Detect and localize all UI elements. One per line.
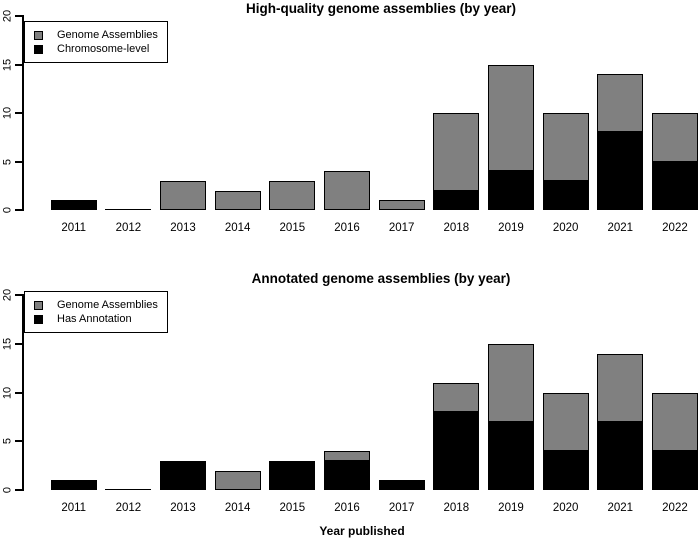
bar-segment-black: [487, 171, 534, 210]
x-axis-category-label: 2018: [443, 502, 470, 514]
bar-segment-black: [542, 180, 589, 210]
y-axis-tick: [15, 342, 22, 345]
bar-segment-black: [651, 161, 698, 210]
legend-label: Genome Assemblies: [57, 298, 158, 311]
gray-square-icon: [34, 30, 43, 40]
y-axis-line: [21, 294, 24, 491]
x-axis-category-label: 2015: [279, 222, 306, 234]
bar-segment-gray: [433, 382, 480, 412]
x-axis-category-label: 2018: [443, 222, 470, 234]
y-axis-tick: [15, 440, 22, 443]
x-axis-category-label: 2021: [607, 222, 634, 234]
x-axis-category-label: 2013: [170, 222, 196, 234]
x-axis-category-label: 2022: [662, 222, 688, 234]
x-axis-category-label: 2020: [552, 222, 579, 234]
bar-segment-gray: [651, 392, 698, 451]
y-axis-tick: [15, 391, 22, 394]
legend-row: Chromosome-level: [34, 42, 167, 56]
bar-segment-gray: [378, 200, 425, 210]
x-axis-category-label: 2019: [498, 502, 524, 514]
bar-segment-gray: [542, 113, 589, 181]
black-square-icon: [34, 314, 43, 324]
x-axis-category-label: 2014: [224, 222, 251, 234]
bar-segment-black: [50, 200, 97, 210]
bar-segment-gray: [597, 353, 644, 422]
bar-segment-gray: [214, 190, 261, 210]
y-axis-tick-label: 10: [1, 386, 14, 399]
x-axis-category-label: 2011: [61, 502, 87, 514]
legend-row: Genome Assemblies: [34, 298, 167, 312]
bar-segment-black: [433, 412, 480, 490]
chart-bottom-legend: Genome Assemblies Has Annotation: [24, 291, 168, 333]
legend-label: Genome Assemblies: [57, 28, 158, 41]
legend-row: Genome Assemblies: [34, 28, 167, 42]
x-axis-label: Year published: [319, 524, 405, 538]
chart-bottom-title: Annotated genome assemblies (by year): [251, 271, 511, 286]
x-axis-category-label: 2012: [115, 502, 142, 514]
y-axis-tick-label: 15: [1, 337, 14, 350]
y-axis-tick: [15, 15, 22, 17]
y-axis-tick-label: 15: [1, 58, 14, 71]
gray-square-icon: [34, 300, 43, 310]
y-axis-tick-label: 0: [1, 206, 14, 214]
bar-zero: [105, 488, 152, 490]
x-axis-category-label: 2021: [607, 502, 634, 514]
y-axis-tick-label: 20: [1, 288, 14, 302]
bar-segment-black: [378, 480, 425, 490]
bar-segment-gray: [160, 180, 207, 210]
black-square-icon: [34, 44, 43, 54]
bar-segment-black: [597, 421, 644, 490]
x-axis-category-label: 2016: [334, 502, 360, 514]
y-axis-tick: [15, 112, 22, 114]
bar-segment-gray: [269, 180, 316, 210]
bar-segment-gray: [597, 74, 644, 133]
x-axis-category-label: 2019: [498, 222, 524, 234]
bar-segment-black: [50, 480, 97, 490]
x-axis-category-label: 2015: [279, 502, 306, 514]
y-axis-tick: [15, 63, 22, 66]
y-axis-tick: [15, 294, 22, 296]
bar-segment-black: [487, 421, 534, 490]
y-axis-tick-label: 10: [1, 106, 14, 120]
y-axis-tick-label: 20: [1, 9, 14, 23]
legend-label: Has Annotation: [57, 312, 132, 325]
x-axis-category-label: 2014: [224, 502, 251, 514]
x-axis-category-label: 2016: [334, 222, 360, 234]
legend-row: Has Annotation: [34, 312, 167, 326]
chart-top-title: High-quality genome assemblies (by year): [245, 1, 517, 16]
y-axis-tick-label: 5: [1, 438, 14, 445]
y-axis-tick: [15, 489, 22, 491]
bar-zero: [105, 208, 152, 210]
bar-segment-gray: [487, 64, 534, 172]
bar-segment-gray: [324, 451, 370, 461]
bar-segment-black: [433, 190, 480, 210]
y-axis-tick-label: 5: [1, 158, 14, 165]
y-axis-tick: [15, 209, 22, 211]
bar-segment-black: [651, 451, 698, 490]
x-axis-category-label: 2011: [61, 222, 87, 234]
chart-top-legend: Genome Assemblies Chromosome-level: [24, 21, 168, 63]
bar-segment-gray: [542, 392, 589, 451]
x-axis-category-label: 2022: [662, 502, 688, 514]
legend-label: Chromosome-level: [57, 42, 150, 55]
x-axis-category-label: 2017: [388, 502, 415, 514]
bar-segment-black: [597, 132, 644, 210]
bar-segment-gray: [324, 171, 370, 210]
x-axis-category-label: 2020: [552, 502, 579, 514]
bar-segment-black: [324, 460, 370, 490]
bar-segment-gray: [651, 113, 698, 162]
bar-segment-gray: [214, 470, 261, 490]
bar-segment-black: [542, 451, 589, 490]
bar-segment-black: [160, 460, 207, 490]
y-axis-tick-label: 0: [1, 486, 14, 494]
x-axis-category-label: 2012: [115, 222, 142, 234]
y-axis-tick: [15, 160, 22, 163]
bar-segment-black: [269, 460, 316, 490]
x-axis-category-label: 2017: [388, 222, 415, 234]
x-axis-category-label: 2013: [170, 502, 196, 514]
y-axis-line: [21, 15, 24, 211]
bar-segment-gray: [433, 113, 480, 191]
bar-segment-gray: [487, 343, 534, 422]
